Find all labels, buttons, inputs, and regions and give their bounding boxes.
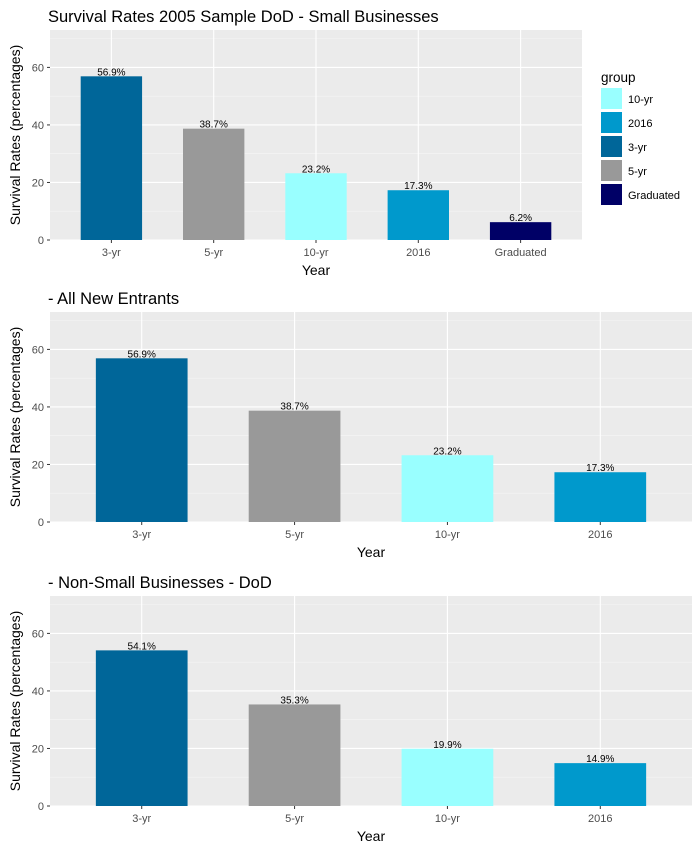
y-tick-label: 0: [38, 235, 44, 247]
bar-10-yr: [285, 173, 347, 240]
data-label: 17.3%: [404, 181, 432, 192]
y-tick-label: 0: [38, 517, 44, 529]
y-axis-title: Survival Rates (percentages): [7, 611, 23, 792]
chart-title: Survival Rates 2005 Sample DoD - Small B…: [48, 8, 439, 26]
data-label: 56.9%: [97, 67, 125, 78]
x-tick-label: 3-yr: [132, 529, 151, 541]
bar-5-yr: [248, 410, 341, 522]
bar-3-yr: [95, 650, 188, 806]
x-tick-label: 5-yr: [285, 813, 304, 825]
y-tick-label: 20: [32, 459, 44, 471]
bar-3-yr: [80, 76, 143, 241]
bar-5-yr: [248, 704, 341, 806]
x-tick-label: 5-yr: [204, 247, 223, 259]
y-tick-label: 60: [32, 62, 44, 74]
y-tick-label: 40: [32, 120, 44, 132]
x-axis-title: Year: [357, 828, 386, 844]
x-tick-label: 10-yr: [303, 247, 328, 259]
legend-key-graduated: [601, 184, 622, 205]
x-tick-label: Graduated: [495, 247, 547, 259]
x-tick-label: 2016: [588, 813, 612, 825]
x-axis-title: Year: [357, 544, 386, 560]
bar-3-yr: [95, 358, 188, 522]
bar-5-yr: [183, 128, 245, 240]
legend-label: 10-yr: [628, 94, 653, 106]
legend-title: group: [601, 70, 636, 85]
x-tick-label: 2016: [406, 247, 430, 259]
data-label: 38.7%: [200, 120, 228, 131]
bar-2016: [387, 190, 449, 240]
y-tick-label: 40: [32, 686, 44, 698]
bar-2016: [554, 472, 647, 522]
data-label: 38.7%: [280, 402, 308, 413]
legend-key-3-yr: [601, 136, 622, 157]
x-tick-label: 10-yr: [435, 529, 460, 541]
chart-title: - All New Entrants: [48, 290, 179, 308]
y-tick-label: 20: [32, 177, 44, 189]
legend-label: 3-yr: [628, 142, 647, 154]
y-tick-label: 20: [32, 743, 44, 755]
chart-panel-3: - Non-Small Businesses - DoD 54.1% 35.3% 19…: [7, 574, 692, 844]
bar-10-yr: [401, 748, 494, 806]
x-tick-label: 3-yr: [132, 813, 151, 825]
legend-key-5-yr: [601, 160, 622, 181]
bar-graduated: [489, 222, 552, 240]
chart-title: - Non-Small Businesses - DoD: [48, 574, 272, 592]
x-axis-title: Year: [302, 262, 331, 278]
data-label: 23.2%: [433, 446, 461, 457]
y-axis-title: Survival Rates (percentages): [7, 327, 23, 508]
legend-key-2016: [601, 112, 622, 133]
legend-key-10-yr: [601, 88, 622, 109]
legend-label: 5-yr: [628, 166, 647, 178]
legend: group 10-yr 2016 3-yr 5-yr Graduated: [601, 70, 680, 205]
data-label: 19.9%: [433, 740, 461, 751]
chart-panel-1: Survival Rates 2005 Sample DoD - Small B…: [7, 8, 582, 278]
x-tick-label: 2016: [588, 529, 612, 541]
x-tick-label: 3-yr: [102, 247, 121, 259]
chart-panel-2: - All New Entrants 56.9% 38.7% 23.2% 17.3% 0 2…: [7, 290, 692, 560]
data-label: 35.3%: [280, 695, 308, 706]
data-label: 17.3%: [586, 463, 614, 474]
data-label: 23.2%: [302, 164, 330, 175]
data-label: 6.2%: [509, 213, 532, 224]
y-tick-label: 0: [38, 801, 44, 813]
y-tick-label: 60: [32, 628, 44, 640]
data-label: 56.9%: [128, 349, 156, 360]
y-tick-label: 40: [32, 402, 44, 414]
legend-label: 2016: [628, 118, 652, 130]
x-tick-label: 5-yr: [285, 529, 304, 541]
data-label: 14.9%: [586, 754, 614, 765]
x-tick-label: 10-yr: [435, 813, 460, 825]
data-label: 54.1%: [128, 641, 156, 652]
y-axis-title: Survival Rates (percentages): [7, 45, 23, 226]
legend-label: Graduated: [628, 190, 680, 202]
bar-10-yr: [401, 455, 494, 522]
y-tick-label: 60: [32, 344, 44, 356]
bar-2016: [554, 763, 647, 806]
